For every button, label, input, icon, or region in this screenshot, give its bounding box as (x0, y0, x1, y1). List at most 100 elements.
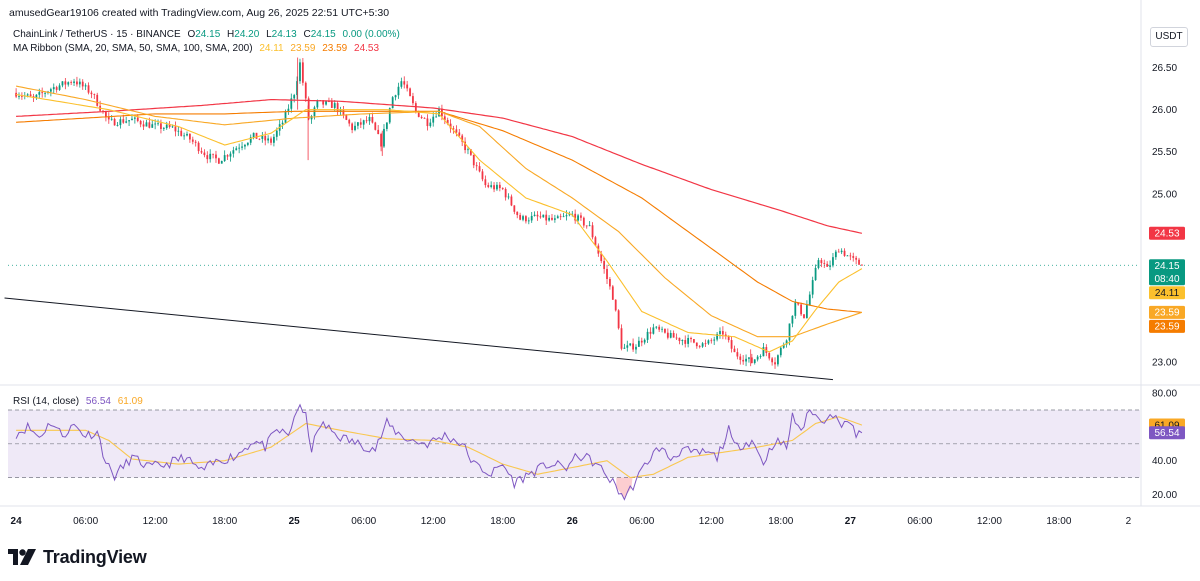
candle (310, 114, 313, 124)
candle (834, 249, 837, 260)
candle-body (244, 144, 246, 147)
rsi-legend[interactable]: RSI (14, close) 56.54 61.09 (13, 396, 143, 407)
price-badge: 24.53 (1149, 226, 1185, 240)
candle (81, 79, 84, 90)
candle-body (180, 130, 183, 136)
candle-body (777, 355, 779, 365)
symbol-name[interactable]: ChainLink / TetherUS · 15 · BINANCE (13, 29, 181, 40)
candle-body (750, 357, 753, 364)
candle-body (330, 101, 333, 108)
candle (565, 210, 568, 221)
candle (261, 131, 264, 143)
change-value: 0.00 (0.00%) (342, 29, 400, 40)
candle-body (530, 215, 533, 221)
candle-body (553, 218, 556, 220)
candle (519, 212, 522, 221)
candle-body (782, 344, 785, 348)
time-tick-label: 06:00 (73, 516, 98, 527)
candle-body (609, 278, 611, 287)
candle-body (133, 117, 136, 119)
candle-body (21, 96, 23, 97)
price-pane[interactable] (4, 57, 1140, 381)
ma-ribbon-legend[interactable]: MA Ribbon (SMA, 20, SMA, 50, SMA, 100, S… (13, 43, 379, 54)
candle (84, 83, 87, 90)
candle-body (241, 146, 243, 148)
candle-body (189, 133, 191, 140)
candle-body (858, 259, 860, 265)
candle-body (374, 122, 377, 130)
candle (721, 326, 724, 340)
candle-body (794, 302, 797, 316)
price-badge-label: 24.53 (1154, 229, 1179, 240)
candle (362, 119, 365, 130)
candle (125, 116, 128, 124)
candle-body (739, 356, 742, 360)
symbol-legend[interactable]: ChainLink / TetherUS · 15 · BINANCE O24.… (13, 29, 400, 40)
candle-body (707, 340, 710, 344)
candle-body (87, 85, 90, 93)
rsi-pane[interactable] (8, 403, 1140, 501)
candle-body (368, 116, 371, 122)
candle-body (788, 323, 791, 341)
candle-body (693, 339, 695, 343)
candle-body (855, 257, 858, 260)
candle-body (301, 62, 304, 83)
candle-body (371, 116, 374, 123)
candle-body (246, 142, 249, 145)
candle (840, 248, 843, 255)
candle-body (577, 215, 579, 221)
price-tick-label: 23.00 (1152, 357, 1177, 368)
candle-body (287, 108, 290, 112)
candle (287, 104, 290, 115)
tradingview-logo[interactable]: TradingView (8, 545, 147, 569)
candle-body (635, 346, 637, 350)
candle-body (388, 108, 391, 123)
candle-body (559, 216, 562, 218)
price-badge-label: 24.15 (1154, 261, 1179, 272)
candle (710, 338, 713, 344)
candle-body (600, 253, 603, 262)
candle-body (742, 359, 745, 362)
candle (779, 346, 782, 358)
candle-body (826, 263, 829, 267)
rsi-badge: 56.54 (1149, 426, 1185, 440)
candle-body (29, 94, 32, 97)
candle-body (803, 314, 805, 318)
candle-body (362, 120, 365, 125)
candle (507, 193, 510, 200)
candle (664, 328, 666, 334)
price-badge: 23.59 (1149, 305, 1185, 319)
candle-body (348, 119, 351, 124)
close-label: C (303, 29, 311, 40)
candle (774, 357, 776, 369)
candle-body (533, 214, 536, 216)
candle (713, 336, 716, 346)
candle-body (472, 154, 475, 166)
candle (429, 118, 432, 128)
candle (96, 92, 99, 107)
candle-body (35, 94, 38, 98)
candle-body (443, 116, 446, 120)
currency-button[interactable]: USDT (1150, 27, 1188, 47)
candle (49, 87, 52, 97)
candle (542, 214, 545, 218)
candle-body (215, 154, 217, 159)
candle (220, 160, 223, 164)
low-value: 24.13 (271, 29, 297, 40)
candle-body (423, 117, 426, 119)
rsi-name[interactable]: RSI (14, close) (13, 396, 80, 407)
ma-ribbon-name[interactable]: MA Ribbon (SMA, 20, SMA, 50, SMA, 100, S… (13, 43, 253, 54)
time-tick-label: 06:00 (907, 516, 932, 527)
candle (585, 225, 588, 229)
candle (513, 205, 516, 215)
candle (133, 116, 136, 124)
candle (826, 261, 829, 267)
candle-body (38, 92, 41, 95)
candle (594, 235, 597, 246)
tradingview-wordmark: TradingView (43, 546, 147, 567)
candle-body (64, 81, 67, 85)
candle-body (704, 343, 707, 345)
candle (551, 213, 553, 221)
candle-body (226, 155, 229, 157)
